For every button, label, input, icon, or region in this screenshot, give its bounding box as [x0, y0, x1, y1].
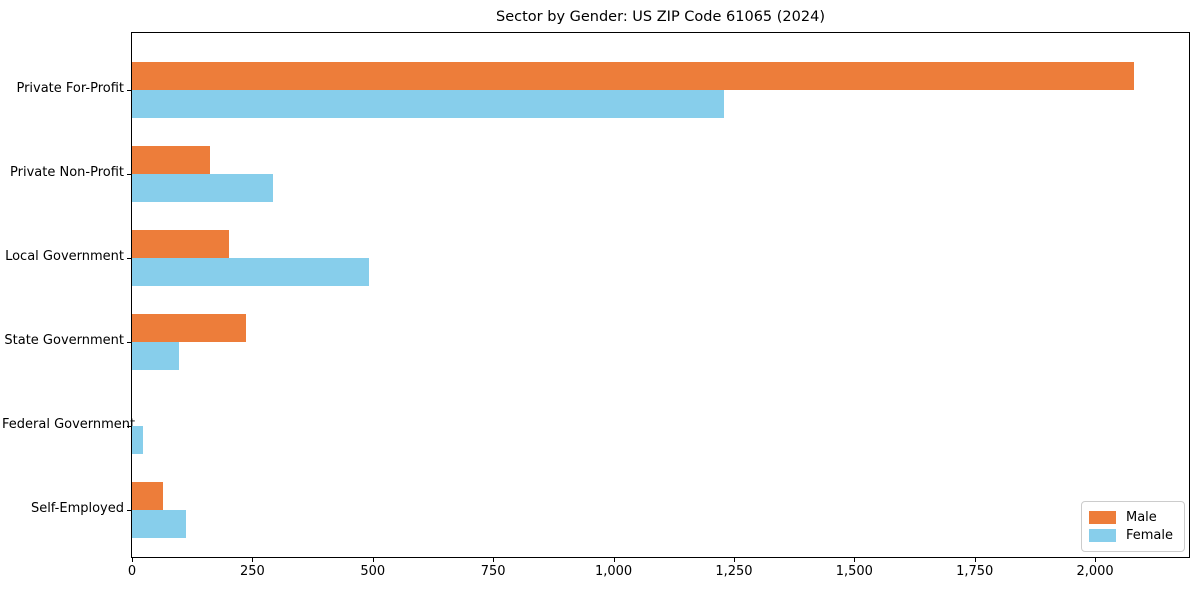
bar-female-private-for-profit — [132, 90, 724, 118]
y-tick-label-private-for-profit: Private For-Profit — [16, 81, 124, 96]
x-tick-label: 1,000 — [594, 564, 633, 579]
x-tick-label: 1,250 — [715, 564, 753, 579]
legend-item-male: Male — [1088, 510, 1173, 525]
y-tick-mark — [127, 258, 131, 259]
bar-male-local-government — [132, 230, 229, 258]
x-tick-label: 250 — [239, 564, 265, 579]
bar-female-federal-government — [132, 426, 143, 454]
bar-male-self-employed — [132, 482, 163, 510]
legend-swatch-female-icon — [1088, 529, 1116, 542]
x-tick-mark — [733, 558, 735, 562]
plot-area: Male Female Private For-Profit Private No… — [2, 32, 1190, 579]
x-tick-label: 1,750 — [956, 564, 994, 579]
bar-male-private-non-profit — [132, 146, 210, 174]
x-tick-mark — [372, 558, 374, 562]
x-tick-mark — [974, 558, 976, 562]
legend: Male Female — [1080, 501, 1185, 552]
bar-male-state-government — [132, 314, 246, 342]
y-tick-label-self-employed: Self-Employed — [30, 501, 124, 516]
y-tick-mark — [127, 90, 131, 91]
bar-female-self-employed — [132, 510, 186, 538]
x-tick-label: 0 — [127, 564, 137, 579]
legend-swatch-male-icon — [1088, 511, 1116, 524]
y-tick-label-state-government: State Government — [4, 333, 124, 348]
y-tick-mark — [127, 510, 131, 511]
bar-female-local-government — [132, 258, 369, 286]
x-tick-label: 750 — [480, 564, 506, 579]
legend-label-female: Female — [1125, 528, 1173, 543]
bar-female-private-non-profit — [132, 174, 273, 202]
x-tick-mark — [613, 558, 615, 562]
x-tick-mark — [252, 558, 254, 562]
bar-female-state-government — [132, 342, 179, 370]
chart-title: Sector by Gender: US ZIP Code 61065 (202… — [496, 9, 825, 25]
x-tick-label: 1,500 — [835, 564, 873, 579]
y-tick-mark — [127, 342, 131, 343]
x-tick-label: 2,000 — [1076, 564, 1114, 579]
y-tick-mark — [127, 426, 131, 427]
legend-label-male: Male — [1125, 510, 1157, 525]
y-tick-mark — [127, 174, 131, 175]
legend-item-female: Female — [1088, 528, 1173, 543]
x-tick-mark — [1095, 558, 1097, 562]
x-tick-label: 500 — [360, 564, 386, 579]
x-tick-mark — [132, 558, 133, 562]
y-tick-label-local-government: Local Government — [5, 249, 124, 264]
y-tick-label-federal-government: Federal Government — [2, 417, 136, 432]
bar-male-private-for-profit — [132, 62, 1134, 90]
y-tick-label-private-non-profit: Private Non-Profit — [10, 165, 124, 180]
x-tick-mark — [493, 558, 495, 562]
x-tick-mark — [854, 558, 856, 562]
